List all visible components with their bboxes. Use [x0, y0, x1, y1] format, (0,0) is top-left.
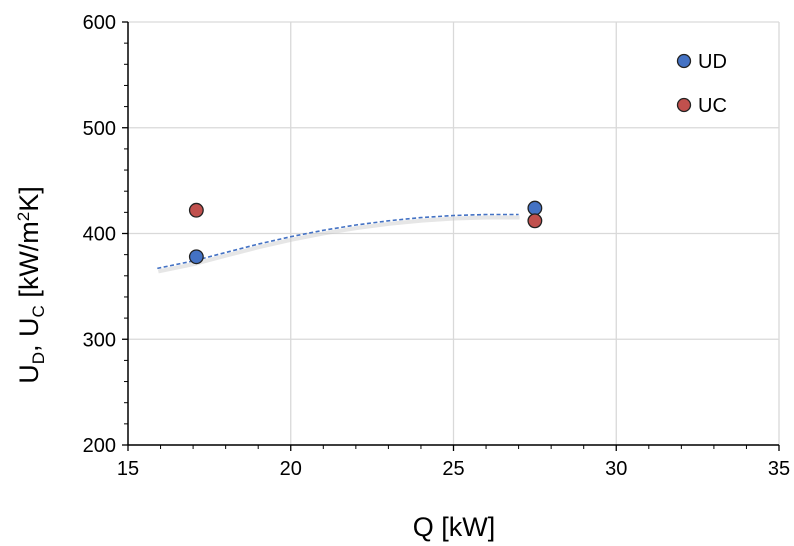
trendline [157, 213, 519, 270]
x-tick-label: 20 [280, 458, 302, 480]
y-axis-title: UD, UC [kW/m2K] [14, 186, 48, 384]
point-uc [188, 202, 204, 218]
y-tick-label: 400 [83, 224, 116, 246]
legend-marker-ud [676, 53, 692, 69]
y-tick-label: 600 [83, 12, 116, 34]
y-tick-label: 300 [83, 329, 116, 351]
x-tick-label: 25 [442, 458, 464, 480]
x-tick-label: 35 [768, 458, 790, 480]
x-tick-label: 30 [605, 458, 627, 480]
legend: UD UC [676, 51, 727, 117]
point-uc [527, 213, 543, 229]
trendline-group [157, 213, 520, 274]
x-axis-title: Q [kW] [413, 512, 496, 542]
point-ud [527, 200, 543, 216]
tick-labels: 200 300 400 500 600 15 20 25 30 35 [83, 12, 791, 480]
grid-lines [128, 21, 780, 446]
point-ud [188, 249, 204, 265]
legend-label-ud: UD [698, 51, 727, 73]
axes [122, 21, 780, 451]
legend-label-uc: UC [698, 95, 727, 117]
data-points [188, 200, 543, 265]
x-tick-label: 15 [117, 458, 139, 480]
y-tick-label: 500 [83, 118, 116, 140]
trendline-shadow [157, 215, 520, 274]
legend-marker-uc [676, 97, 692, 113]
y-tick-label: 200 [83, 435, 116, 457]
